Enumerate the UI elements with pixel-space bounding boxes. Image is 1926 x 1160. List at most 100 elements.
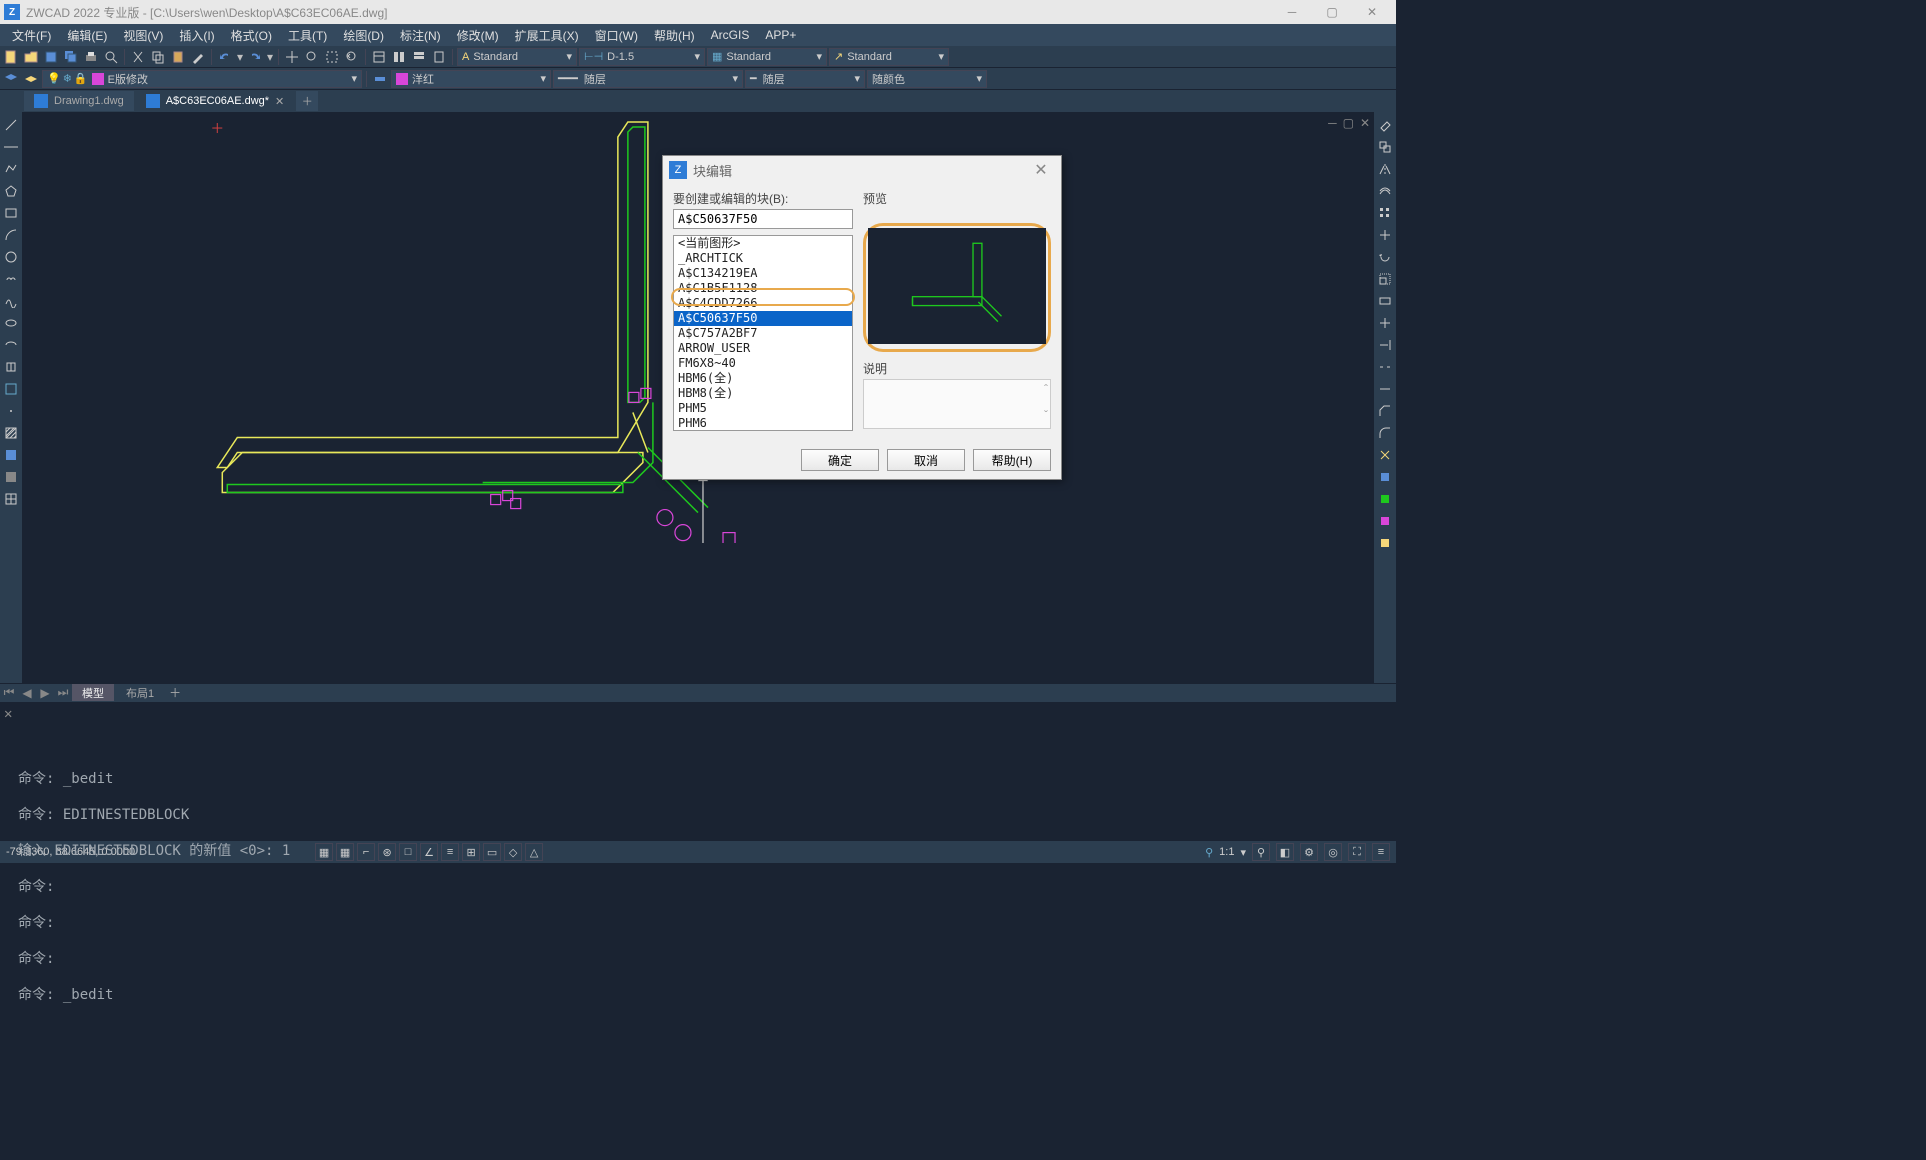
ellipse-icon[interactable]	[2, 314, 20, 332]
dialog-titlebar[interactable]: Z 块编辑 ✕	[663, 156, 1061, 184]
tool-b-icon[interactable]	[1376, 490, 1394, 508]
pan-icon[interactable]	[283, 48, 301, 66]
save-icon[interactable]	[42, 48, 60, 66]
tool-a-icon[interactable]	[1376, 468, 1394, 486]
saveall-icon[interactable]	[62, 48, 80, 66]
layer-manager-icon[interactable]	[2, 70, 20, 88]
minimize-button[interactable]: ─	[1272, 0, 1312, 24]
redo-dropdown-icon[interactable]: ▾	[266, 48, 274, 66]
line-icon[interactable]	[2, 116, 20, 134]
menu-app[interactable]: APP+	[757, 26, 804, 44]
block-list-item[interactable]: <当前图形>	[674, 236, 852, 251]
plotstyle-combo[interactable]: 随颜色 ▾	[867, 70, 987, 88]
menu-edit[interactable]: 编辑(E)	[59, 25, 115, 46]
spline-icon[interactable]	[2, 292, 20, 310]
matchprop-icon[interactable]	[189, 48, 207, 66]
block-list-item[interactable]: A$C757A2BF7	[674, 326, 852, 341]
xline-icon[interactable]	[2, 138, 20, 156]
layer-combo[interactable]: 💡 ❄ 🔒 E版修改 ▾	[42, 70, 362, 88]
block-list[interactable]: <当前图形> _ARCHTICK A$C134219EA A$C1B5F1128…	[673, 235, 853, 431]
circle-icon[interactable]	[2, 248, 20, 266]
open-icon[interactable]	[22, 48, 40, 66]
block-list-item[interactable]: FM6X8~40	[674, 356, 852, 371]
spin-down-icon[interactable]: ˇ	[1044, 408, 1048, 422]
designcenter-icon[interactable]	[390, 48, 408, 66]
copy-icon[interactable]	[149, 48, 167, 66]
help-button[interactable]: 帮助(H)	[973, 449, 1051, 471]
trim-icon[interactable]	[1376, 314, 1394, 332]
block-list-item[interactable]: A$C134219EA	[674, 266, 852, 281]
properties-icon[interactable]	[370, 48, 388, 66]
layout-nav-first-icon[interactable]: ⏮	[0, 685, 18, 701]
spin-up-icon[interactable]: ˆ	[1044, 382, 1048, 396]
menu-insert[interactable]: 插入(I)	[171, 25, 222, 46]
polyline-icon[interactable]	[2, 160, 20, 178]
hatch-icon[interactable]	[2, 424, 20, 442]
menu-draw[interactable]: 绘图(D)	[335, 25, 392, 46]
dimstyle-combo[interactable]: ⊢⊣ D-1.5 ▾	[579, 48, 705, 66]
zoom-prev-icon[interactable]	[343, 48, 361, 66]
chamfer-icon[interactable]	[1376, 402, 1394, 420]
linetype-combo[interactable]: ━━━ 随层 ▾	[553, 70, 743, 88]
gradient-icon[interactable]	[2, 446, 20, 464]
block-list-item[interactable]: PHM6	[674, 416, 852, 431]
menu-file[interactable]: 文件(F)	[4, 25, 59, 46]
tool-c-icon[interactable]	[1376, 512, 1394, 530]
new-icon[interactable]	[2, 48, 20, 66]
menu-format[interactable]: 格式(O)	[223, 25, 280, 46]
stretch-icon[interactable]	[1376, 292, 1394, 310]
menu-tools[interactable]: 工具(T)	[280, 25, 335, 46]
layout-tab-model[interactable]: 模型	[72, 684, 114, 702]
menu-dimension[interactable]: 标注(N)	[392, 25, 449, 46]
undo-icon[interactable]	[216, 48, 234, 66]
layout-nav-last-icon[interactable]: ⏭	[54, 685, 72, 701]
toolpalettes-icon[interactable]	[410, 48, 428, 66]
join-icon[interactable]	[1376, 380, 1394, 398]
new-tab-button[interactable]: ＋	[296, 91, 318, 111]
tab-close-icon[interactable]: ✕	[275, 95, 284, 108]
undo-dropdown-icon[interactable]: ▾	[236, 48, 244, 66]
block-list-item[interactable]: ARROW_USER	[674, 341, 852, 356]
cmdline-close-icon[interactable]: ✕	[4, 706, 12, 722]
ellipsearc-icon[interactable]	[2, 336, 20, 354]
mleaderstyle-combo[interactable]: ↗ Standard ▾	[829, 48, 949, 66]
tablestyle-combo[interactable]: ▦ Standard ▾	[707, 48, 827, 66]
paste-icon[interactable]	[169, 48, 187, 66]
close-button[interactable]: ✕	[1352, 0, 1392, 24]
layer-tool-icon[interactable]	[371, 70, 389, 88]
layout-nav-prev-icon[interactable]: ◀	[18, 685, 36, 701]
block-list-item[interactable]: _ARCHTICK	[674, 251, 852, 266]
block-list-item[interactable]: PHM5	[674, 401, 852, 416]
revcloud-icon[interactable]	[2, 270, 20, 288]
rotate-icon[interactable]	[1376, 248, 1394, 266]
insertblock-icon[interactable]	[2, 358, 20, 376]
block-list-item-selected[interactable]: A$C50637F50	[674, 311, 852, 326]
layout-nav-next-icon[interactable]: ▶	[36, 685, 54, 701]
point-icon[interactable]	[2, 402, 20, 420]
menu-express[interactable]: 扩展工具(X)	[507, 25, 587, 46]
maximize-button[interactable]: ▢	[1312, 0, 1352, 24]
makeblock-icon[interactable]	[2, 380, 20, 398]
erase-icon[interactable]	[1376, 116, 1394, 134]
region-icon[interactable]	[2, 468, 20, 486]
calculator-icon[interactable]	[430, 48, 448, 66]
extend-icon[interactable]	[1376, 336, 1394, 354]
mirror-icon[interactable]	[1376, 160, 1394, 178]
doc-tab-drawing1[interactable]: Drawing1.dwg	[24, 91, 134, 111]
offset-icon[interactable]	[1376, 182, 1394, 200]
polygon-icon[interactable]	[2, 182, 20, 200]
layout-tab-layout1[interactable]: 布局1	[116, 684, 164, 702]
cut-icon[interactable]	[129, 48, 147, 66]
redo-icon[interactable]	[246, 48, 264, 66]
menu-window[interactable]: 窗口(W)	[587, 25, 646, 46]
command-window[interactable]: ✕ 命令: _bedit 命令: EDITNESTEDBLOCK 输入 EDIT…	[0, 701, 1396, 841]
lineweight-combo[interactable]: ━ 随层 ▾	[745, 70, 865, 88]
menu-view[interactable]: 视图(V)	[115, 25, 171, 46]
dialog-close-icon[interactable]: ✕	[1027, 160, 1055, 180]
preview-icon[interactable]	[102, 48, 120, 66]
menu-help[interactable]: 帮助(H)	[646, 25, 703, 46]
block-list-item[interactable]: HBM8(全)	[674, 386, 852, 401]
tool-d-icon[interactable]	[1376, 534, 1394, 552]
description-box[interactable]: ˆ ˇ	[863, 379, 1051, 429]
array-icon[interactable]	[1376, 204, 1394, 222]
